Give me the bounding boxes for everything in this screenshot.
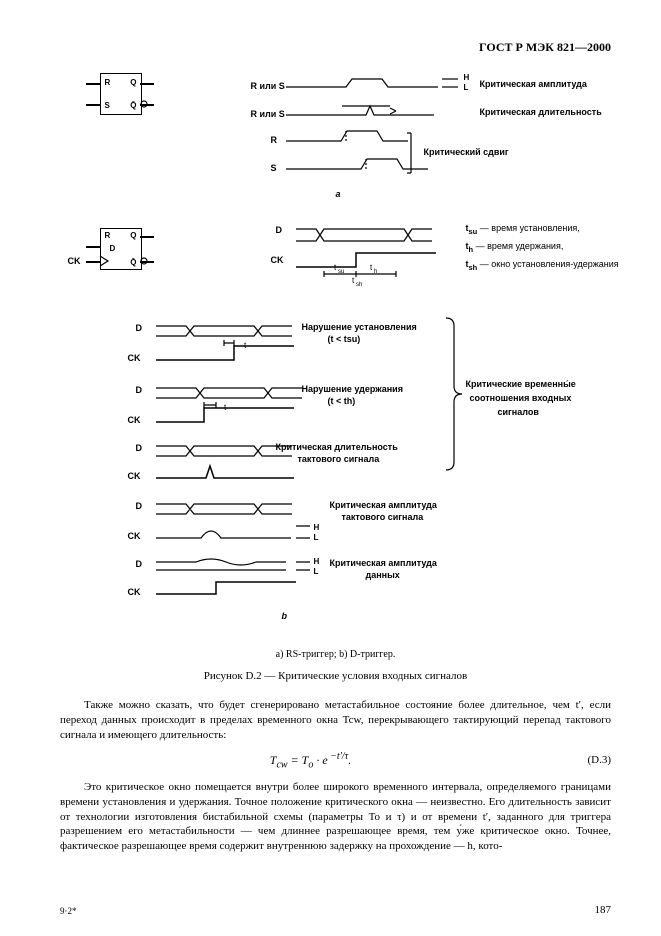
b-r5-h: H: [314, 557, 320, 566]
b-r2-d: D: [136, 385, 143, 395]
b-r4-note: Критическая амплитуда: [330, 500, 437, 510]
equation-number: (D.3): [561, 754, 611, 766]
rs-trigger-symbol: R Q S Q̄: [100, 73, 142, 115]
b-r5-d: D: [136, 559, 143, 569]
pin-qbar2: Q̄: [130, 258, 136, 267]
a-row1-h: H: [464, 73, 470, 82]
footer-left: 9·2*: [60, 906, 77, 916]
b-r3-note: Критическая длительность: [276, 442, 398, 452]
b-brace2: соотношения входных: [470, 393, 572, 403]
b-r3-d: D: [136, 443, 143, 453]
b-r5-l: L: [314, 567, 319, 576]
pin-r: R: [105, 78, 111, 87]
legend-th: th — время удержания,: [466, 241, 564, 254]
a-row1-note: Критическая амплитуда: [480, 79, 587, 89]
pin-q: Q: [130, 78, 136, 87]
b-r1-note: Нарушение установления: [302, 322, 417, 332]
b-r4-note2: тактового сигнала: [342, 512, 424, 522]
a-row3-s: S: [271, 163, 277, 173]
legend-tsu: tsu — время установления,: [466, 223, 580, 236]
b-r4-d: D: [136, 501, 143, 511]
b-r3-note2: тактового сигнала: [298, 454, 380, 464]
standard-header: ГОСТ Р МЭК 821—2000: [60, 40, 611, 55]
svg-text:t: t: [352, 276, 355, 285]
b-brace3: сигналов: [498, 407, 539, 417]
figure-d2: R Q S Q̄ R или S H L Критическая амплиту…: [66, 73, 606, 643]
pin-qbar: Q̄: [130, 101, 136, 110]
svg-text:sh: sh: [356, 282, 362, 288]
b-r3-ck: CK: [128, 471, 141, 481]
svg-text:su: su: [338, 269, 344, 275]
svg-text:h: h: [374, 269, 377, 275]
pin-r2: R: [105, 231, 111, 240]
equation-text: Tcw = To · e −t′/τ.: [60, 751, 561, 770]
b-r5-ck: CK: [128, 587, 141, 597]
a-tag: a: [336, 189, 341, 199]
b-r1-d: D: [136, 323, 143, 333]
bd-ck: CK: [271, 255, 284, 265]
b-r2-note: Нарушение удержания: [302, 384, 403, 394]
b-r4-l: L: [314, 533, 319, 542]
b-r1-note2: (t < tsu): [328, 334, 361, 344]
b-r2-ck: CK: [128, 415, 141, 425]
section-b-waves: t t: [126, 318, 626, 638]
svg-text:t: t: [370, 263, 373, 272]
d-trigger-symbol: R Q D Q̄ CK: [100, 228, 142, 270]
a-row2-note: Критическая длительность: [480, 107, 602, 117]
a-row2-lhs: R или S: [251, 109, 285, 119]
pin-q2: Q: [130, 231, 136, 240]
b-r4-ck: CK: [128, 531, 141, 541]
paragraph-2: Это критическое окно помещается внутри б…: [60, 780, 611, 854]
figure-sublabel: a) RS-триггер; b) D-триггер.: [60, 649, 611, 660]
a-row1-lhs: R или S: [251, 81, 285, 91]
section-a-waves: [236, 73, 606, 188]
pin-d: D: [110, 244, 116, 253]
page-number: 187: [595, 904, 612, 916]
legend-tsh: tsh — окно установления-удержания: [466, 259, 619, 272]
b-tag: b: [282, 611, 288, 621]
paragraph-1: Также можно сказать, что будет сгенериро…: [60, 698, 611, 743]
bd-d: D: [276, 225, 283, 235]
b-r5-note: Критическая амплитуда: [330, 558, 437, 568]
figure-caption: Рисунок D.2 — Критические условия входны…: [60, 670, 611, 682]
b-r2-note2: (t < th): [328, 396, 356, 406]
equation-d3: Tcw = To · e −t′/τ. (D.3): [60, 751, 611, 770]
b-r5-note2: данных: [366, 570, 400, 580]
b-brace1: Критические временны́е: [466, 379, 576, 389]
a-row3-r: R: [271, 135, 278, 145]
setup-hold-wave: tsu th tsh: [266, 223, 466, 283]
a-row1-l: L: [464, 83, 469, 92]
b-r1-ck: CK: [128, 353, 141, 363]
b-r4-h: H: [314, 523, 320, 532]
ck-label: CK: [68, 256, 81, 266]
a-row3-note: Критический сдвиг: [424, 147, 509, 157]
pin-s: S: [105, 101, 110, 110]
